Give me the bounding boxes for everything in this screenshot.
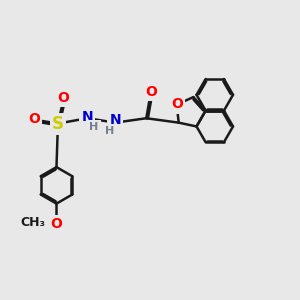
Text: O: O <box>57 91 69 105</box>
Text: H: H <box>89 122 98 132</box>
Text: N: N <box>110 113 121 127</box>
Text: O: O <box>171 98 183 112</box>
Text: S: S <box>52 115 64 133</box>
Text: O: O <box>145 85 157 99</box>
Text: CH₃: CH₃ <box>20 216 45 229</box>
Text: H: H <box>105 126 115 136</box>
Text: N: N <box>82 110 93 124</box>
Text: O: O <box>28 112 40 125</box>
Text: O: O <box>50 217 62 231</box>
